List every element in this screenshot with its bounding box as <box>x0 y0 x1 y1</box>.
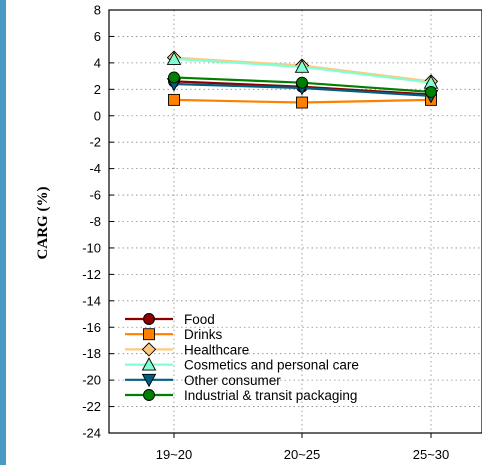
y-tick-label: -20 <box>82 373 101 388</box>
data-point <box>425 86 437 98</box>
y-tick-label: -6 <box>89 188 101 203</box>
y-tick-label: -18 <box>82 346 101 361</box>
data-point <box>166 51 182 65</box>
data-point <box>296 76 308 89</box>
legend-marker <box>143 313 155 325</box>
legend-item-drinks: Drinks <box>125 327 223 342</box>
data-point <box>168 71 180 84</box>
legend-item-other-consumer: Other consumer <box>125 373 281 388</box>
legend-item-industrial-transit-packaging: Industrial & transit packaging <box>125 388 357 403</box>
y-tick-label: 0 <box>94 108 101 123</box>
y-tick-label: -2 <box>89 135 101 150</box>
legend-item-cosmetics-and-personal-care: Cosmetics and personal care <box>125 357 359 373</box>
x-tick-label: 25~30 <box>413 447 450 462</box>
x-tick-label: 20~25 <box>284 447 321 462</box>
data-point <box>296 96 308 109</box>
legend-marker <box>143 389 155 401</box>
ticks: 8 6 4 2 0 -2 -4 -6 -8 -10 -12 -14 -16 -18 -20 -22 -24 19~… <box>82 3 449 463</box>
y-tick-label: 8 <box>94 3 101 18</box>
y-tick-label: -10 <box>82 240 101 255</box>
legend-marker <box>141 373 157 388</box>
legend-marker <box>143 328 155 341</box>
data-point <box>294 59 310 73</box>
series-layer <box>166 50 439 109</box>
y-tick-label: -8 <box>89 214 101 229</box>
y-tick-label: -4 <box>89 161 101 176</box>
grid <box>109 10 482 433</box>
series-industrial-transit-packaging <box>168 71 437 98</box>
legend-label: Drinks <box>184 327 223 342</box>
data-point <box>168 93 180 106</box>
y-tick-label: -16 <box>82 320 101 335</box>
legend-marker <box>141 357 157 371</box>
y-tick-label: -24 <box>82 426 101 441</box>
legend-item-healthcare: Healthcare <box>125 342 249 357</box>
series-cosmetics-and-personal-care <box>166 51 439 89</box>
legend-item-food: Food <box>125 312 215 327</box>
legend-label: Food <box>184 312 215 327</box>
y-tick-label: -14 <box>82 293 101 308</box>
x-tick-label: 19~20 <box>156 447 193 462</box>
legend-marker <box>141 342 157 357</box>
y-tick-label: -22 <box>82 399 101 414</box>
legend-label: Healthcare <box>184 342 249 357</box>
y-axis-label: CARG (%) <box>35 187 51 260</box>
y-tick-label: 4 <box>94 55 101 70</box>
series-drinks <box>168 93 437 109</box>
y-tick-label: -12 <box>82 267 101 282</box>
y-tick-label: 6 <box>94 29 101 44</box>
legend-label: Cosmetics and personal care <box>184 358 359 373</box>
legend-label: Other consumer <box>184 373 281 388</box>
legend-label: Industrial & transit packaging <box>184 388 357 403</box>
left-accent-bar <box>0 0 6 465</box>
y-tick-label: 2 <box>94 82 101 97</box>
